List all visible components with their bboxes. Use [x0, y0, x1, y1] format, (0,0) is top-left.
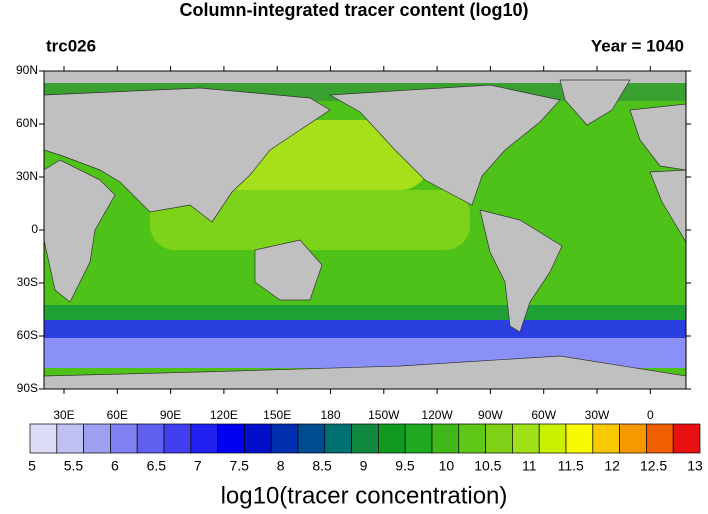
colorbar-box: [244, 423, 272, 454]
colorbar-box: [83, 423, 111, 454]
lat-label: 90S: [17, 381, 38, 395]
colorbar-box: [324, 423, 352, 454]
lon-label: 30E: [53, 408, 74, 422]
arctic-edge: [44, 71, 686, 83]
land: [43, 79, 687, 390]
colorbar-box: [297, 423, 326, 454]
lon-label: 0: [647, 408, 654, 422]
colorbar-box: [110, 423, 138, 454]
colorbar-box: [592, 423, 620, 454]
colorbar-box: [431, 423, 460, 454]
colorbar-box: [565, 423, 594, 454]
lon-label: 150E: [263, 408, 291, 422]
lon-label: 90E: [160, 408, 181, 422]
colorbar-box: [351, 423, 379, 454]
lon-label: 150W: [368, 408, 400, 422]
colorbar-label: 10.5: [474, 458, 501, 474]
colorbar-label: 6.5: [147, 458, 167, 474]
colorbar-box: [619, 423, 647, 454]
colorbar-label: 9: [360, 458, 368, 474]
colorbar-box: [190, 423, 218, 454]
colorbar-label: 9.5: [395, 458, 415, 474]
lat-label: 90N: [16, 63, 38, 77]
colorbar-title: log10(tracer concentration): [221, 482, 508, 509]
right-label: Year = 1040: [591, 36, 684, 55]
colorbar-box: [485, 423, 513, 454]
colorbar-label: 12: [604, 458, 620, 474]
colorbar-box: [458, 423, 486, 454]
colorbar-label: 7.5: [229, 458, 249, 474]
colorbar-label: 12.5: [640, 458, 667, 474]
lon-label: 120E: [210, 408, 238, 422]
lat-label: 60S: [17, 328, 38, 342]
colorbar-label: 8.5: [312, 458, 332, 474]
lat-label: 30N: [16, 169, 38, 183]
colorbar-label: 11.5: [558, 458, 584, 474]
lat-label: 30S: [17, 275, 38, 289]
lon-label: 180: [320, 408, 340, 422]
lon-label: 60W: [531, 408, 556, 422]
colorbar-box: [136, 423, 165, 454]
colorbar-box: [29, 423, 58, 454]
colorbar-label: 5.5: [64, 458, 84, 474]
colorbar-box: [378, 423, 406, 454]
lat-label: 0: [31, 222, 38, 236]
colorbar-box: [404, 423, 433, 454]
colorbar-label: 8: [277, 458, 285, 474]
colorbar-label: 6: [111, 458, 119, 474]
colorbar-label: 7: [194, 458, 202, 474]
lat-label: 60N: [16, 116, 38, 130]
lon-label: 30W: [585, 408, 610, 422]
colorbar-label: 10: [439, 458, 455, 474]
lon-label: 90W: [478, 408, 503, 422]
title: Column-integrated tracer content (log10): [179, 0, 528, 20]
colorbar-label: 13: [687, 458, 703, 474]
map: [43, 70, 687, 390]
lon-label: 60E: [107, 408, 128, 422]
lon-label: 120W: [421, 408, 453, 422]
colorbar-box: [217, 423, 245, 454]
colorbar-box: [672, 423, 701, 454]
pacific-mid: [150, 190, 470, 250]
colorbar-box: [56, 423, 84, 454]
colorbar-label: 5: [28, 458, 36, 474]
colorbar-box: [646, 423, 674, 454]
colorbar-box: [270, 423, 299, 454]
left-label: trc026: [46, 36, 96, 55]
colorbar-label: 11: [522, 458, 537, 474]
colorbar-box: [512, 423, 540, 454]
colorbar-box: [538, 423, 567, 454]
colorbar-box: [163, 423, 192, 454]
southern-blue: [44, 320, 686, 342]
